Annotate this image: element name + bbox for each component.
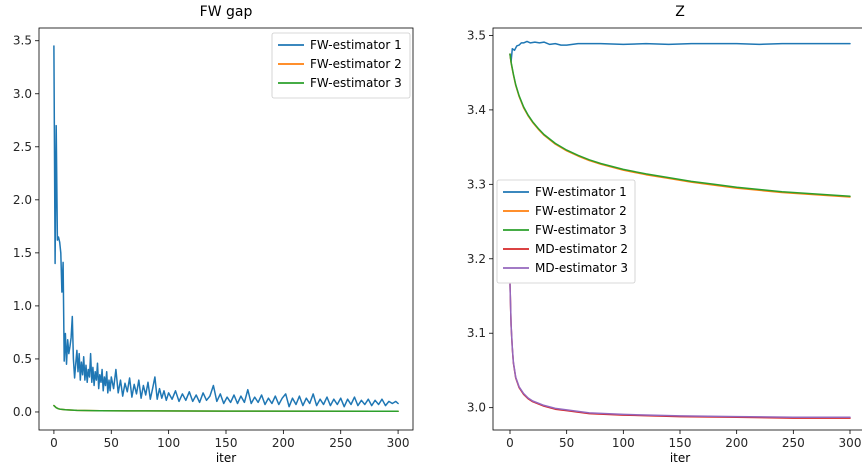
z-y-tick-label: 3.3 xyxy=(467,177,486,191)
z-x-ticks: 0 50 100 150 200 250 300 xyxy=(506,430,861,450)
fw-gap-series xyxy=(53,45,399,412)
fw-gap-x-tick-label: 250 xyxy=(329,436,352,450)
z-legend-label-md-estimator-3: MD-estimator 3 xyxy=(535,261,628,275)
fw-gap-chart: FW gap 0 50 100 150 200 250 300 0.0 0.5 1.0 1.5 2.… xyxy=(13,4,414,465)
z-y-tick-label: 3.5 xyxy=(467,28,486,42)
z-legend-box xyxy=(496,179,636,284)
z-legend-label-fw-estimator-1: FW-estimator 1 xyxy=(535,185,627,199)
z-legend-label-fw-estimator-2: FW-estimator 2 xyxy=(535,204,627,218)
fw-gap-y-tick-label: 3.0 xyxy=(13,87,32,101)
fw-gap-y-tick-label: 0.5 xyxy=(13,352,32,366)
fw-gap-title: FW gap xyxy=(200,4,253,20)
fw-gap-legend: FW-estimator 1 FW-estimator 2 FW-estimator… xyxy=(271,32,411,99)
fw-gap-y-tick-label: 2.5 xyxy=(13,140,32,154)
z-line-fw-estimator-1 xyxy=(509,40,851,63)
fw-gap-line-fw-estimator-3 xyxy=(53,404,399,412)
z-title: Z xyxy=(675,4,685,20)
fw-gap-x-tick-label: 0 xyxy=(50,436,58,450)
fw-gap-y-tick-label: 2.0 xyxy=(13,193,32,207)
fw-gap-legend-label-fw-estimator-3: FW-estimator 3 xyxy=(310,76,402,90)
z-x-tick-label: 0 xyxy=(506,436,514,450)
fw-gap-y-tick-label: 0.0 xyxy=(13,405,32,419)
z-y-tick-label: 3.1 xyxy=(467,326,486,340)
fw-gap-y-ticks: 0.0 0.5 1.0 1.5 2.0 2.5 3.0 3.5 xyxy=(13,34,39,419)
z-legend: FW-estimator 1 FW-estimator 2 FW-estimator… xyxy=(496,179,636,284)
fw-gap-x-tick-label: 50 xyxy=(104,436,119,450)
z-x-tick-label: 150 xyxy=(669,436,692,450)
fw-gap-y-tick-label: 1.0 xyxy=(13,299,32,313)
fw-gap-x-tick-label: 200 xyxy=(272,436,295,450)
z-x-tick-label: 50 xyxy=(559,436,574,450)
fw-gap-x-tick-label: 100 xyxy=(157,436,180,450)
fw-gap-line-fw-estimator-1 xyxy=(53,45,399,408)
fw-gap-x-ticks: 0 50 100 150 200 250 300 xyxy=(50,430,410,450)
fw-gap-x-tick-label: 300 xyxy=(387,436,410,450)
z-legend-label-md-estimator-2: MD-estimator 2 xyxy=(535,242,628,256)
fw-gap-x-label: iter xyxy=(216,451,236,465)
z-y-tick-label: 3.2 xyxy=(467,252,486,266)
z-x-tick-label: 300 xyxy=(839,436,862,450)
z-x-tick-label: 200 xyxy=(725,436,748,450)
z-y-tick-label: 3.0 xyxy=(467,401,486,415)
z-line-fw-estimator-3 xyxy=(509,53,851,197)
fw-gap-x-tick-label: 150 xyxy=(215,436,238,450)
fw-gap-legend-box xyxy=(271,32,411,99)
fw-gap-y-tick-label: 3.5 xyxy=(13,34,32,48)
z-y-ticks: 3.0 3.1 3.2 3.3 3.4 3.5 xyxy=(467,28,493,415)
z-y-tick-label: 3.4 xyxy=(467,103,486,117)
z-x-tick-label: 100 xyxy=(612,436,635,450)
z-line-md-estimator-2 xyxy=(509,283,851,419)
z-chart: Z 0 50 100 150 200 250 300 3.03.13.23.33.43.5 … xyxy=(467,4,862,465)
z-x-label: iter xyxy=(670,451,690,465)
z-line-fw-estimator-2 xyxy=(509,53,851,198)
fw-gap-y-tick-label: 1.5 xyxy=(13,246,32,260)
z-series xyxy=(509,40,851,419)
z-x-tick-label: 250 xyxy=(782,436,805,450)
fw-gap-legend-label-fw-estimator-2: FW-estimator 2 xyxy=(310,57,402,71)
fw-gap-legend-label-fw-estimator-1: FW-estimator 1 xyxy=(310,38,402,52)
z-line-md-estimator-3 xyxy=(509,283,851,419)
z-legend-label-fw-estimator-3: FW-estimator 3 xyxy=(535,223,627,237)
